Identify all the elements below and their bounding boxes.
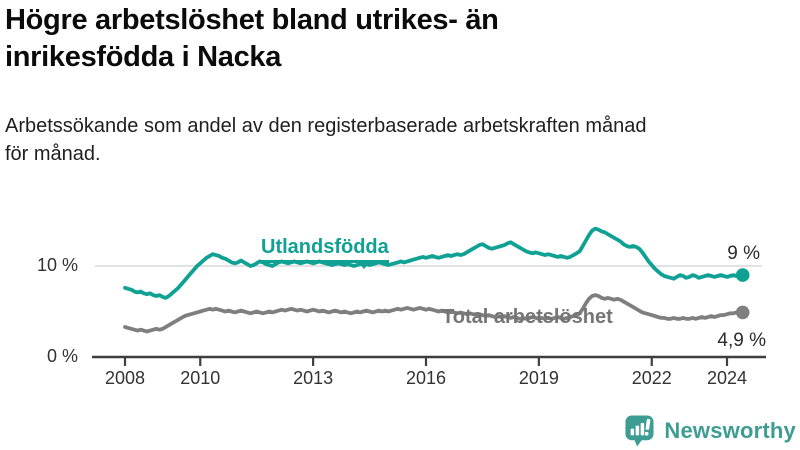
chart-subtitle-line-1: Arbetssökande som andel av den registerb…	[5, 115, 647, 137]
series-end-dot-0	[735, 268, 750, 282]
series-label-utlandsfodda: Utlandsfödda	[261, 236, 389, 263]
chart-title-line-1: Högre arbetslöshet bland utrikes- än	[5, 4, 499, 36]
y-axis-label-10-percent: 10 %	[36, 255, 78, 275]
x-tick-label-2019: 2019	[518, 368, 559, 388]
series-label-arrow-icon	[357, 261, 371, 269]
x-tick-label-2008: 2008	[104, 368, 146, 388]
newsworthy-brand-text: Newsworthy	[664, 417, 796, 443]
newsworthy-logo: Newsworthy	[624, 414, 796, 447]
series-label-total-arbetsloshet: Total arbetslöshet	[442, 306, 613, 328]
chart-subtitle-line-2: för månad.	[5, 143, 101, 165]
x-tick-label-2013: 2013	[293, 368, 334, 388]
series-end-dot-1	[735, 305, 750, 320]
newsworthy-bubble-chart-icon	[625, 415, 654, 447]
series-line-1	[123, 293, 745, 334]
series-line-0	[123, 226, 745, 300]
x-tick-label-2024: 2024	[706, 368, 748, 388]
x-tick-label-2010: 2010	[180, 368, 221, 388]
chart-title: Högre arbetslöshet bland utrikes- än inr…	[5, 2, 775, 76]
x-tick-label-2022: 2022	[631, 368, 672, 388]
x-tick-label-2016: 2016	[405, 368, 447, 388]
end-value-label-utlandsfodda: 9 %	[727, 243, 760, 264]
chart-subtitle: Arbetssökande som andel av den registerb…	[5, 112, 797, 168]
chart-title-line-2: inrikesfödda i Nacka	[5, 41, 282, 73]
y-axis-label-0-percent: 0 %	[46, 346, 78, 366]
end-value-label-total-arbetsloshet: 4,9 %	[717, 330, 766, 351]
